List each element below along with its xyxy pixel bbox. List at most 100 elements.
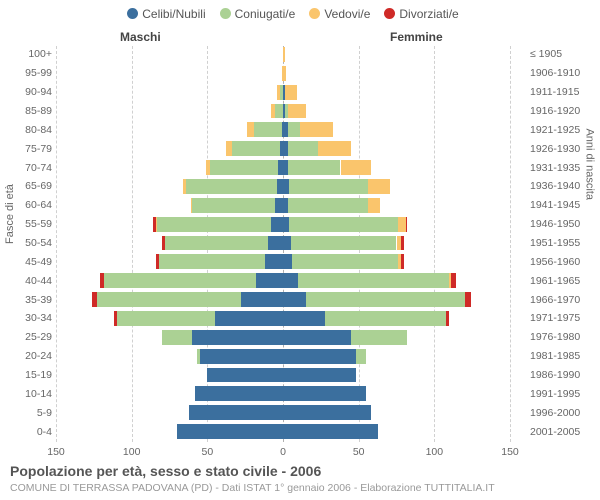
bar-segment-female-divorced <box>401 236 404 251</box>
y-right-tick: 1981-1985 <box>530 350 600 362</box>
pyramid-row <box>56 235 510 254</box>
y-left-tick: 55-59 <box>0 218 52 230</box>
bar-segment-male-divorced <box>100 273 105 288</box>
y-left-tick: 25-29 <box>0 331 52 343</box>
bar-segment-female-single <box>283 386 366 401</box>
legend-label: Divorziati/e <box>399 7 458 21</box>
y-right-tick: 1921-1925 <box>530 124 600 136</box>
bar-segment-male-single <box>215 311 283 326</box>
pyramid-row <box>56 423 510 442</box>
bar-segment-female-widowed <box>285 85 297 100</box>
bar-segment-male-single <box>189 405 283 420</box>
bar-segment-male-single <box>265 254 283 269</box>
bar-segment-female-single <box>283 349 356 364</box>
bar-segment-male-divorced <box>153 217 156 232</box>
bar-segment-female-married <box>292 254 398 269</box>
x-tick-label: 150 <box>47 446 65 458</box>
y-left-tick: 60-64 <box>0 199 52 211</box>
bar-segment-female-married <box>351 330 407 345</box>
y-axis-left-title: Fasce di età <box>4 184 16 244</box>
y-right-tick: 1931-1935 <box>530 162 600 174</box>
y-left-tick: 90-94 <box>0 86 52 98</box>
bar-segment-female-single <box>283 368 356 383</box>
bar-segment-female-widowed <box>368 179 391 194</box>
y-left-tick: 10-14 <box>0 388 52 400</box>
column-header-male: Maschi <box>120 30 161 44</box>
y-right-tick: 1936-1940 <box>530 180 600 192</box>
bar-segment-male-married <box>162 330 192 345</box>
pyramid-row <box>56 367 510 386</box>
bar-segment-male-single <box>177 424 283 439</box>
pyramid-row <box>56 216 510 235</box>
bar-segment-female-single <box>283 254 292 269</box>
x-tick-label: 50 <box>201 446 213 458</box>
bar-segment-female-divorced <box>406 217 408 232</box>
bar-segment-male-widowed <box>277 85 280 100</box>
bar-segment-female-widowed <box>341 160 371 175</box>
y-left-tick: 45-49 <box>0 256 52 268</box>
y-left-tick: 0-4 <box>0 426 52 438</box>
bar-segment-male-single <box>275 198 283 213</box>
bar-segment-male-married <box>165 236 268 251</box>
plot-area <box>56 46 510 442</box>
y-right-tick: 1961-1965 <box>530 275 600 287</box>
y-right-tick: 2001-2005 <box>530 426 600 438</box>
legend: Celibi/NubiliConiugati/eVedovi/eDivorzia… <box>0 6 600 21</box>
y-right-tick: 1946-1950 <box>530 218 600 230</box>
y-right-tick: 1971-1975 <box>530 312 600 324</box>
bar-segment-male-married <box>197 349 200 364</box>
bar-segment-female-widowed <box>283 66 286 81</box>
y-left-tick: 75-79 <box>0 143 52 155</box>
bar-segment-male-married <box>254 122 281 137</box>
pyramid-row <box>56 291 510 310</box>
chart-title: Popolazione per età, sesso e stato civil… <box>10 463 321 479</box>
bar-segment-male-single <box>241 292 283 307</box>
y-right-tick: 1966-1970 <box>530 294 600 306</box>
y-left-tick: 80-84 <box>0 124 52 136</box>
bar-segment-female-single <box>283 236 291 251</box>
pyramid-row <box>56 159 510 178</box>
bar-segment-female-divorced <box>446 311 449 326</box>
bar-segment-male-single <box>256 273 283 288</box>
y-left-tick: 35-39 <box>0 294 52 306</box>
bar-segment-female-married <box>306 292 465 307</box>
bar-segment-male-widowed <box>156 217 158 232</box>
y-left-tick: 85-89 <box>0 105 52 117</box>
x-tick-label: 50 <box>353 446 365 458</box>
y-left-tick: 40-44 <box>0 275 52 287</box>
legend-swatch <box>127 8 138 19</box>
pyramid-row <box>56 253 510 272</box>
bar-segment-male-married <box>275 104 283 119</box>
bar-segment-male-married <box>104 273 255 288</box>
bar-segment-male-married <box>159 254 265 269</box>
pyramid-row <box>56 84 510 103</box>
bar-segment-male-married <box>97 292 241 307</box>
bar-segment-female-single <box>283 405 371 420</box>
y-left-tick: 50-54 <box>0 237 52 249</box>
pyramid-row <box>56 46 510 65</box>
bar-segment-male-widowed <box>183 179 186 194</box>
bar-segment-female-single <box>283 330 351 345</box>
column-header-female: Femmine <box>390 30 443 44</box>
bar-segment-male-married <box>232 141 280 156</box>
bar-segment-female-single <box>283 424 378 439</box>
pyramid-row <box>56 385 510 404</box>
y-left-tick: 20-24 <box>0 350 52 362</box>
bar-segment-female-widowed <box>300 122 333 137</box>
bar-segment-male-widowed <box>206 160 211 175</box>
y-left-tick: 100+ <box>0 48 52 60</box>
y-right-tick: ≤ 1905 <box>530 48 600 60</box>
bar-segment-male-single <box>271 217 283 232</box>
bar-segment-female-married <box>288 122 300 137</box>
x-tick-label: 100 <box>123 446 141 458</box>
legend-label: Vedovi/e <box>324 7 370 21</box>
legend-label: Coniugati/e <box>235 7 296 21</box>
bar-segment-male-married <box>157 217 271 232</box>
bar-segment-female-divorced <box>465 292 471 307</box>
bar-segment-male-divorced <box>92 292 97 307</box>
bar-segment-female-widowed <box>368 198 380 213</box>
y-left-tick: 5-9 <box>0 407 52 419</box>
pyramid-row <box>56 329 510 348</box>
y-left-tick: 65-69 <box>0 180 52 192</box>
bar-segment-male-married <box>186 179 277 194</box>
